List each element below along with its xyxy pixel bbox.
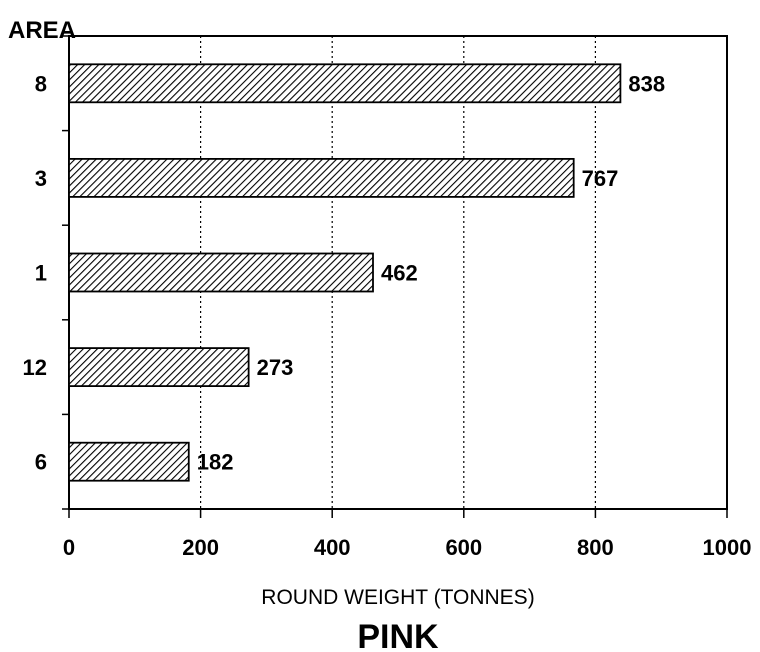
category-label: 3 [35, 166, 47, 191]
bar-value-label: 838 [628, 71, 665, 96]
category-label: 12 [23, 355, 47, 380]
category-label: 6 [35, 450, 47, 475]
bar [68, 347, 250, 388]
x-tick-label: 1000 [703, 535, 752, 560]
bar [68, 63, 622, 104]
bar-value-label: 767 [582, 166, 619, 191]
bars-group [68, 63, 622, 482]
bar [68, 441, 190, 482]
category-label: 1 [35, 261, 47, 286]
bar-value-label: 462 [381, 261, 418, 286]
x-axis-ticks: 0 200 400 600 800 1000 [63, 509, 752, 560]
x-axis-title: ROUND WEIGHT (TONNES) [261, 586, 534, 609]
x-tick-label: 800 [577, 535, 614, 560]
y-axis-ticks [62, 35, 69, 510]
x-tick-label: 0 [63, 535, 75, 560]
x-tick-label: 400 [314, 535, 351, 560]
x-tick-label: 200 [182, 535, 219, 560]
chart-title: PINK [357, 618, 439, 652]
category-labels-group: 8 3 1 12 6 [23, 71, 47, 474]
value-labels-group: 838 767 462 273 182 [197, 71, 665, 474]
bar-value-label: 182 [197, 450, 234, 475]
category-label: 8 [35, 71, 47, 96]
x-tick-label: 600 [445, 535, 482, 560]
bar [68, 252, 374, 293]
bar [68, 157, 575, 198]
bar-value-label: 273 [257, 355, 294, 380]
y-axis-title: AREA [8, 17, 76, 44]
